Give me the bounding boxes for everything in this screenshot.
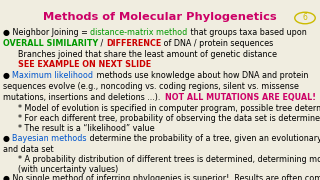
Text: Branches joined that share the least amount of genetic distance: Branches joined that share the least amo… [18,50,277,59]
Text: that groups taxa based upon: that groups taxa based upon [188,28,306,37]
Text: NOT ALL MUTATIONS ARE EQUAL!: NOT ALL MUTATIONS ARE EQUAL! [165,93,316,102]
Text: ● Neighbor Joining =: ● Neighbor Joining = [3,28,90,37]
Text: methods use knowledge about how DNA and protein: methods use knowledge about how DNA and … [93,71,308,80]
Text: * For each different tree, probability of observing the data set is determined: * For each different tree, probability o… [18,114,320,123]
Text: ● No single method of inferring phylogenies is superior!  Results are often comp: ● No single method of inferring phylogen… [3,174,320,180]
Text: distance-matrix method: distance-matrix method [90,28,188,37]
Text: mutations, insertions and deletions ...).: mutations, insertions and deletions ...)… [3,93,165,102]
Text: ●: ● [3,134,12,143]
Text: SEE EXAMPLE ON NEXT SLIDE: SEE EXAMPLE ON NEXT SLIDE [18,60,151,69]
Text: * The result is a “likelihood” value: * The result is a “likelihood” value [18,124,155,133]
Text: sequences evolve (e.g., noncoding vs. coding regions, silent vs. missense: sequences evolve (e.g., noncoding vs. co… [3,82,299,91]
Text: ●: ● [3,71,12,80]
Text: Methods of Molecular Phylogenetics: Methods of Molecular Phylogenetics [43,12,277,22]
Text: * Model of evolution is specified in computer program, possible tree determined.: * Model of evolution is specified in com… [18,104,320,113]
Text: determine the probability of a tree, given an evolutionary model: determine the probability of a tree, giv… [87,134,320,143]
Text: Maximum likelihood: Maximum likelihood [12,71,93,80]
Text: and data set: and data set [3,145,54,154]
Text: * A probability distribution of different trees is determined, determining most : * A probability distribution of differen… [18,155,320,164]
Text: 6: 6 [303,14,308,22]
Text: /: / [98,39,106,48]
Text: (with uncertainty values): (with uncertainty values) [18,165,118,174]
Text: OVERALL SIMILARITY: OVERALL SIMILARITY [3,39,98,48]
Text: DIFFERENCE: DIFFERENCE [106,39,161,48]
Text: of DNA / protein sequences: of DNA / protein sequences [161,39,274,48]
Text: Bayesian methods: Bayesian methods [12,134,87,143]
